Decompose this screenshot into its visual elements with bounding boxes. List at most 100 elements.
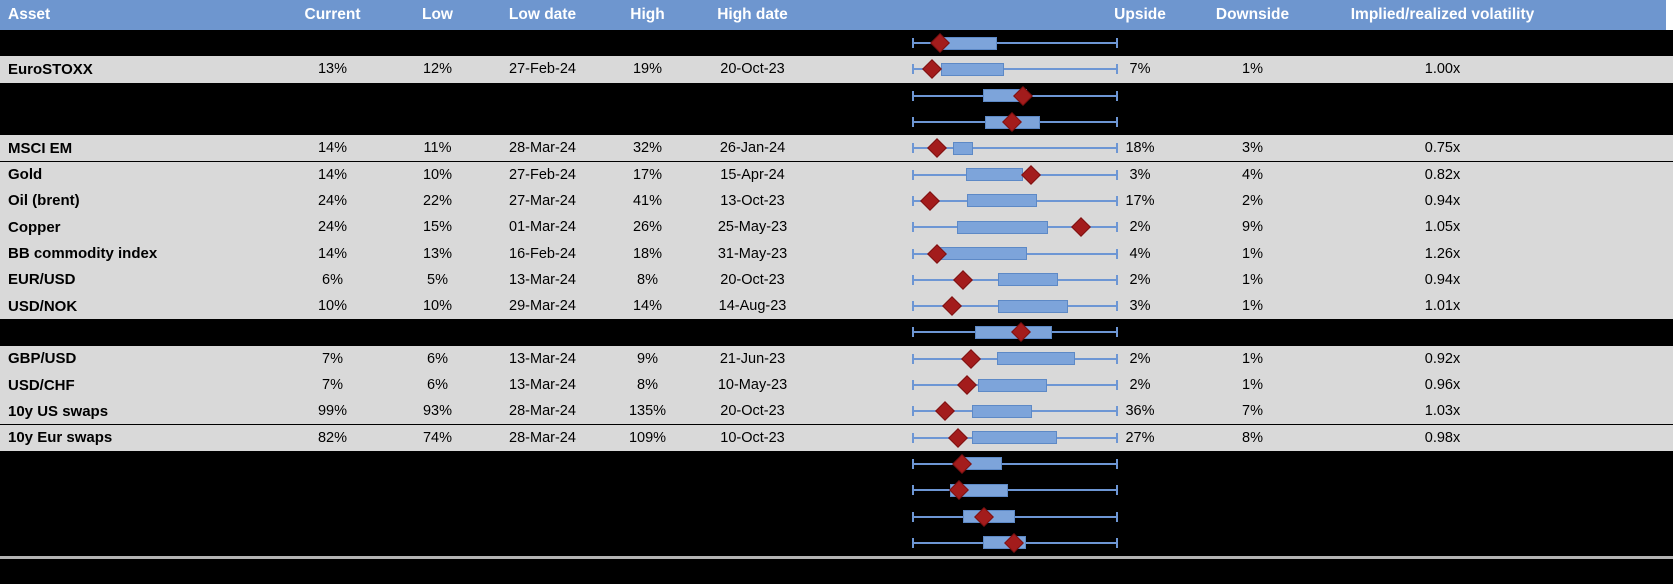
header-cell-upside[interactable]: Upside — [1114, 6, 1166, 23]
cell-upside[interactable]: 18% — [1125, 140, 1155, 157]
asset-name-cell[interactable]: USD/CHF — [8, 376, 75, 394]
cell-low[interactable]: 5% — [427, 271, 448, 288]
cell-low[interactable]: 13% — [422, 245, 453, 262]
cell-low[interactable]: 10% — [422, 166, 453, 183]
cell-current[interactable]: 10% — [317, 298, 348, 315]
cell-high[interactable]: 19% — [632, 61, 663, 78]
cell-high-date[interactable]: 10-Oct-23 — [720, 429, 785, 446]
asset-name-cell[interactable]: Copper — [8, 218, 61, 236]
cell-implied[interactable]: 0.94x — [1424, 192, 1461, 209]
cell-high[interactable]: 8% — [637, 377, 658, 394]
cell-low-date[interactable]: 27-Mar-24 — [509, 192, 576, 209]
cell-implied[interactable]: 1.00x — [1424, 61, 1461, 78]
cell-high[interactable]: 8% — [637, 271, 658, 288]
cell-upside[interactable]: 2% — [1129, 377, 1151, 394]
cell-low-date[interactable]: 01-Mar-24 — [509, 219, 576, 236]
cell-high[interactable]: 32% — [632, 140, 663, 157]
cell-implied[interactable]: 0.96x — [1424, 377, 1461, 394]
cell-high-date[interactable]: 21-Jun-23 — [719, 350, 786, 367]
header-cell-high[interactable]: High — [630, 6, 665, 23]
cell-high[interactable]: 18% — [632, 245, 663, 262]
cell-downside[interactable]: 1% — [1242, 271, 1263, 288]
cell-low-date[interactable]: 13-Mar-24 — [509, 377, 576, 394]
cell-current[interactable]: 82% — [317, 429, 348, 446]
asset-name-cell[interactable]: 10y Eur swaps — [8, 429, 113, 447]
cell-downside[interactable]: 3% — [1242, 140, 1263, 157]
cell-low[interactable]: 6% — [427, 377, 448, 394]
cell-upside[interactable]: 7% — [1129, 61, 1151, 78]
cell-upside[interactable]: 2% — [1129, 350, 1151, 367]
cell-low-date[interactable]: 28-Mar-24 — [509, 140, 576, 157]
cell-low[interactable]: 15% — [422, 219, 453, 236]
cell-upside[interactable]: 27% — [1125, 429, 1155, 446]
cell-low[interactable]: 11% — [423, 140, 452, 157]
cell-upside[interactable]: 2% — [1129, 271, 1151, 288]
cell-low[interactable]: 10% — [422, 298, 453, 315]
cell-upside[interactable]: 36% — [1125, 403, 1155, 420]
cell-upside[interactable]: 2% — [1129, 219, 1151, 236]
cell-current[interactable]: 24% — [317, 219, 348, 236]
asset-name-cell[interactable]: Gold — [8, 166, 43, 184]
cell-high-date[interactable]: 31-May-23 — [717, 245, 788, 262]
cell-low[interactable]: 93% — [422, 403, 453, 420]
cell-implied[interactable]: 0.94x — [1424, 271, 1461, 288]
asset-name-cell[interactable]: Oil (brent) — [8, 192, 80, 210]
header-cell-implied[interactable]: Implied/realized volatility — [1350, 6, 1535, 23]
cell-high-date[interactable]: 13-Oct-23 — [720, 192, 785, 209]
cell-low-date[interactable]: 29-Mar-24 — [509, 298, 576, 315]
cell-implied[interactable]: 0.98x — [1424, 429, 1461, 446]
cell-downside[interactable]: 8% — [1242, 429, 1263, 446]
cell-downside[interactable]: 1% — [1242, 61, 1263, 78]
cell-low-date[interactable]: 27-Feb-24 — [509, 61, 576, 78]
asset-name-cell[interactable]: USD/NOK — [8, 297, 78, 315]
header-cell-low-date[interactable]: Low date — [508, 6, 577, 23]
cell-high[interactable]: 14% — [632, 298, 663, 315]
cell-current[interactable]: 99% — [317, 403, 348, 420]
cell-low-date[interactable]: 28-Mar-24 — [509, 403, 576, 420]
cell-high-date[interactable]: 20-Oct-23 — [720, 271, 785, 288]
cell-downside[interactable]: 9% — [1242, 219, 1263, 236]
cell-implied[interactable]: 1.01x — [1424, 298, 1461, 315]
cell-downside[interactable]: 7% — [1242, 403, 1263, 420]
cell-low[interactable]: 12% — [422, 61, 453, 78]
cell-current[interactable]: 14% — [317, 245, 348, 262]
cell-current[interactable]: 14% — [317, 166, 348, 183]
asset-name-cell[interactable]: GBP/USD — [8, 350, 77, 368]
cell-upside[interactable]: 3% — [1129, 298, 1151, 315]
table-header-row[interactable]: Asset Current Low Low date High High date Upsi… — [0, 0, 1666, 30]
cell-high[interactable]: 109% — [628, 429, 667, 446]
cell-current[interactable]: 7% — [322, 350, 343, 367]
cell-downside[interactable]: 1% — [1242, 245, 1263, 262]
cell-downside[interactable]: 2% — [1242, 192, 1263, 209]
cell-downside[interactable]: 1% — [1242, 298, 1263, 315]
cell-implied[interactable]: 1.05x — [1424, 219, 1461, 236]
header-cell-current[interactable]: Current — [304, 6, 361, 23]
cell-downside[interactable]: 1% — [1242, 350, 1263, 367]
cell-high-date[interactable]: 20-Oct-23 — [720, 403, 785, 420]
cell-low-date[interactable]: 28-Mar-24 — [509, 429, 576, 446]
cell-high-date[interactable]: 10-May-23 — [717, 377, 788, 394]
cell-high[interactable]: 9% — [637, 350, 658, 367]
cell-upside[interactable]: 17% — [1125, 192, 1155, 209]
cell-current[interactable]: 24% — [317, 192, 348, 209]
asset-name-cell[interactable]: EUR/USD — [8, 271, 76, 289]
asset-name-cell[interactable]: MSCI EM — [8, 139, 73, 157]
header-cell-downside[interactable]: Downside — [1215, 6, 1290, 23]
cell-low-date[interactable]: 27-Feb-24 — [509, 166, 576, 183]
cell-low[interactable]: 74% — [422, 429, 453, 446]
header-cell-high-date[interactable]: High date — [717, 6, 788, 23]
cell-low[interactable]: 22% — [422, 192, 453, 209]
cell-implied[interactable]: 1.26x — [1424, 245, 1461, 262]
cell-implied[interactable]: 0.92x — [1424, 350, 1461, 367]
cell-high[interactable]: 135% — [628, 403, 667, 420]
cell-implied[interactable]: 1.03x — [1424, 403, 1461, 420]
cell-high-date[interactable]: 25-May-23 — [717, 219, 788, 236]
cell-upside[interactable]: 3% — [1129, 166, 1151, 183]
cell-high-date[interactable]: 15-Apr-24 — [720, 166, 785, 183]
cell-low-date[interactable]: 13-Mar-24 — [509, 350, 576, 367]
cell-current[interactable]: 7% — [322, 377, 343, 394]
cell-implied[interactable]: 0.75x — [1424, 140, 1461, 157]
cell-current[interactable]: 13% — [317, 61, 348, 78]
cell-downside[interactable]: 1% — [1242, 377, 1263, 394]
cell-upside[interactable]: 4% — [1129, 245, 1151, 262]
